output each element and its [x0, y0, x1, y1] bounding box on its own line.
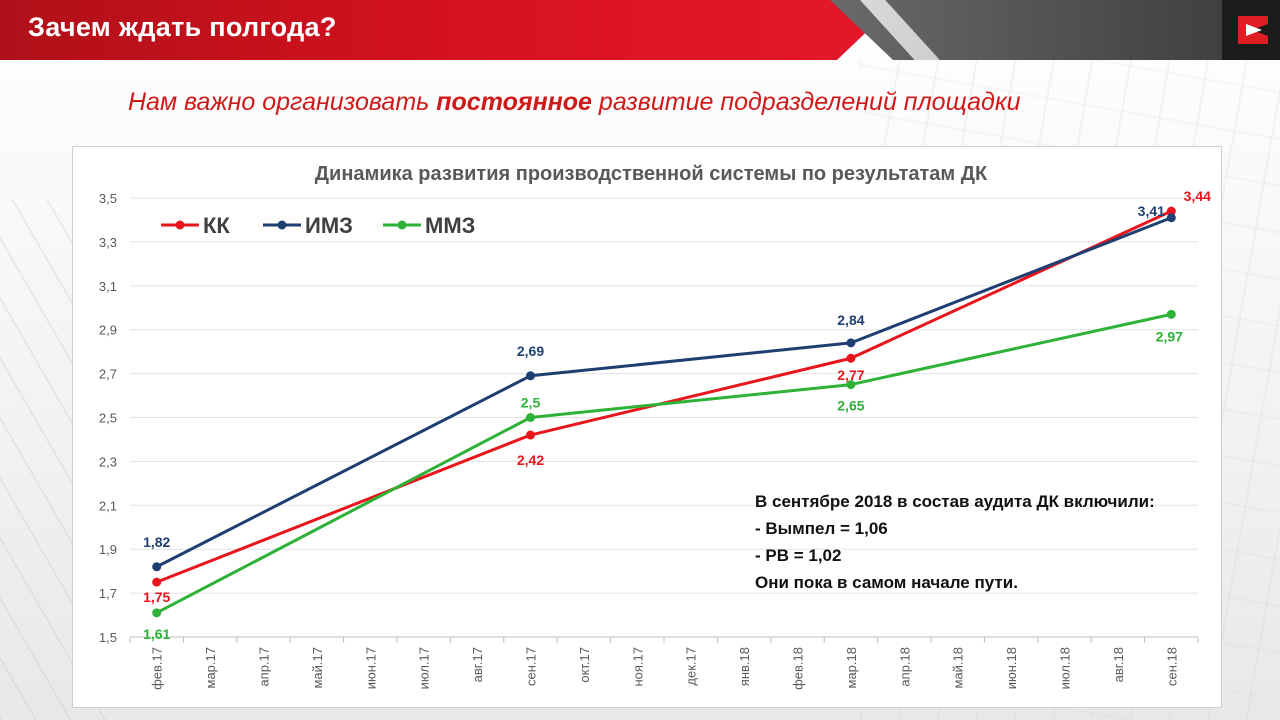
- legend-label-imz: ИМЗ: [305, 213, 353, 238]
- series-line-mmz: [156, 312, 1172, 615]
- x-tick-label: сен.18: [1164, 647, 1179, 686]
- data-label-imz: 2,69: [517, 343, 544, 359]
- x-tick-label: сен.17: [524, 647, 539, 686]
- y-tick-label: 1,5: [99, 630, 117, 645]
- y-tick-label: 1,7: [99, 586, 117, 601]
- legend-marker-kk: [175, 220, 185, 230]
- data-label-kk: 1,75: [143, 589, 170, 605]
- data-label-kk: 2,42: [517, 452, 544, 468]
- data-label-imz: 3,41: [1138, 203, 1165, 219]
- series-line-kk: [156, 209, 1172, 584]
- chart-container: Динамика развития производственной систе…: [72, 146, 1222, 708]
- data-label-mmz: 2,65: [837, 398, 864, 414]
- y-tick-label: 1,9: [99, 542, 117, 557]
- data-point-kk: [1166, 206, 1176, 216]
- annotation-line: Они пока в самом начале пути.: [755, 573, 1018, 592]
- y-tick-label: 3,1: [99, 279, 117, 294]
- series-line-imz: [156, 216, 1172, 569]
- x-tick-label: апр.17: [257, 647, 272, 687]
- data-point-imz: [526, 371, 535, 381]
- data-label-kk: 2,77: [837, 367, 864, 383]
- x-tick-label: май.18: [951, 647, 966, 689]
- subtitle-emphasis: постоянное: [436, 88, 592, 116]
- logo: [1222, 0, 1280, 60]
- x-tick-label: апр.18: [897, 647, 912, 687]
- x-tick-label: фев.17: [150, 647, 165, 690]
- x-tick-label: мар.17: [203, 647, 218, 688]
- x-tick-label: июл.18: [1058, 647, 1073, 689]
- data-point-imz: [1166, 213, 1176, 223]
- x-tick-label: фев.18: [791, 647, 806, 690]
- data-point-mmz: [1166, 309, 1176, 319]
- line-chart: Динамика развития производственной систе…: [99, 163, 1211, 690]
- x-tick-label: окт.17: [577, 647, 592, 683]
- legend-label-mmz: ММЗ: [425, 213, 475, 238]
- x-tick-label: авг.17: [470, 647, 485, 682]
- y-tick-label: 2,7: [99, 367, 117, 382]
- annotation-line: - Вымпел = 1,06: [755, 519, 888, 538]
- subtitle-text-end: развитие подразделений площадки: [591, 88, 1021, 116]
- annotation-line: В сентябре 2018 в состав аудита ДК включ…: [755, 492, 1155, 511]
- data-point-mmz: [846, 380, 856, 390]
- data-label-kk: 3,44: [1184, 188, 1211, 204]
- data-point-imz: [846, 338, 856, 348]
- x-tick-label: июл.17: [417, 647, 432, 689]
- annotation-line: - РВ = 1,02: [755, 546, 841, 565]
- y-tick-label: 2,1: [99, 498, 117, 513]
- y-tick-label: 2,9: [99, 323, 117, 338]
- data-point-kk: [526, 430, 535, 440]
- chart-title: Динамика развития производственной систе…: [315, 163, 988, 185]
- data-point-mmz: [526, 413, 535, 422]
- data-label-mmz: 2,5: [521, 395, 541, 411]
- data-point-kk: [846, 353, 856, 363]
- header-bar: Зачем ждать полгода?: [0, 0, 1280, 60]
- x-tick-label: июн.18: [1004, 647, 1019, 689]
- x-tick-label: янв.18: [737, 647, 752, 686]
- subtitle-text-start: Нам важно организовать: [128, 88, 437, 116]
- x-tick-label: дек.17: [684, 647, 699, 686]
- data-label-mmz: 2,97: [1156, 328, 1183, 344]
- y-tick-label: 3,3: [99, 235, 117, 250]
- slide-subtitle: Нам важно организовать постоянное развит…: [128, 88, 1021, 117]
- y-tick-label: 3,5: [99, 191, 117, 206]
- data-label-imz: 2,84: [837, 312, 864, 328]
- x-tick-label: авг.18: [1111, 647, 1126, 682]
- data-label-mmz: 1,61: [143, 626, 170, 642]
- x-tick-label: май.17: [310, 647, 325, 689]
- header-red-band: [0, 0, 900, 60]
- data-point-mmz: [152, 608, 162, 618]
- x-tick-label: мар.18: [844, 647, 859, 688]
- x-tick-label: ноя.17: [630, 647, 645, 687]
- legend-marker-imz: [277, 220, 287, 230]
- data-label-imz: 1,82: [143, 534, 170, 550]
- data-point-kk: [152, 577, 162, 587]
- y-tick-label: 2,5: [99, 411, 117, 426]
- legend-marker-mmz: [397, 220, 407, 230]
- logo-icon: [1238, 16, 1268, 44]
- y-tick-label: 2,3: [99, 454, 117, 469]
- slide-title: Зачем ждать полгода?: [28, 12, 337, 42]
- data-point-imz: [152, 562, 162, 572]
- x-tick-label: июн.17: [363, 647, 378, 689]
- legend-label-kk: КК: [203, 213, 230, 238]
